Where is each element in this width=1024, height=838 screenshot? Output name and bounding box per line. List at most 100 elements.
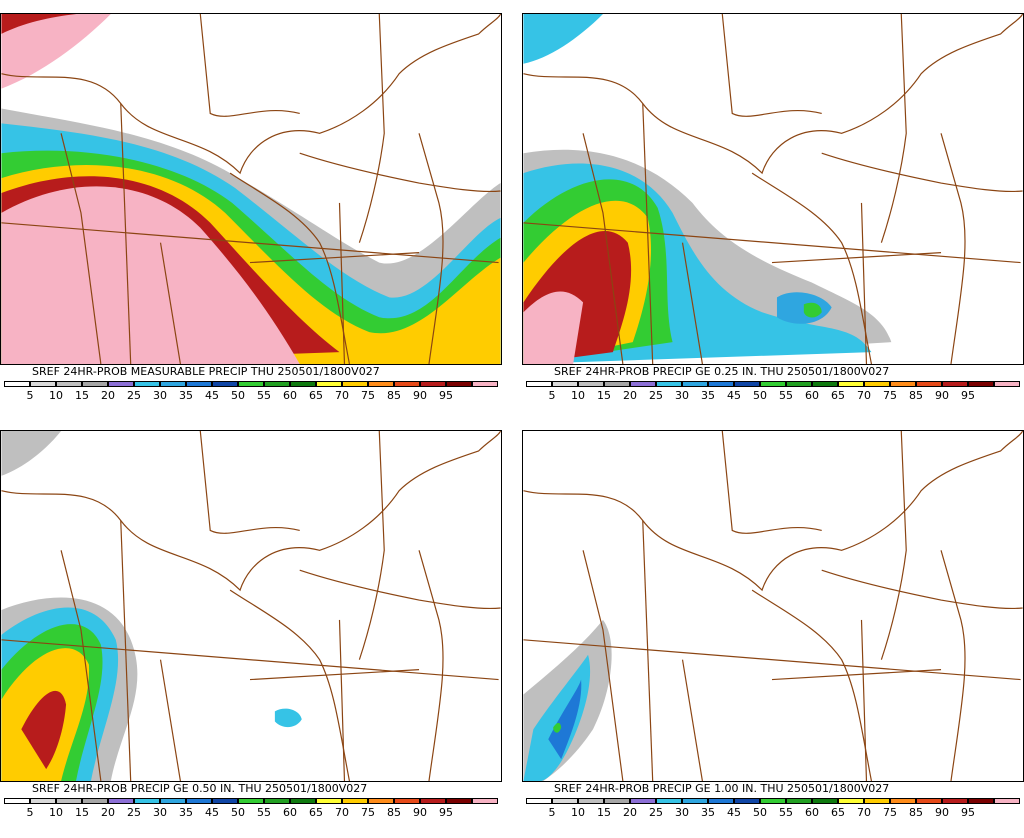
precip-contour-fill: [548, 679, 582, 760]
color-scale-swatch: [734, 798, 760, 804]
political-boundary: [940, 550, 966, 781]
precip-contour-fill: [553, 722, 562, 733]
color-scale-swatch: [212, 798, 238, 804]
map-canvas: [1, 431, 501, 781]
color-scale-swatch: [446, 798, 472, 804]
color-scale-label: 25: [127, 389, 141, 402]
color-scale-swatch: [4, 798, 30, 804]
color-scale-label: 10: [571, 806, 585, 819]
color-scale-label: 45: [727, 806, 741, 819]
political-boundary: [821, 152, 1023, 192]
political-boundary: [199, 431, 300, 534]
color-scale-label: 35: [179, 389, 193, 402]
color-scale-label: 5: [548, 806, 556, 819]
color-scale-swatch: [394, 381, 420, 387]
color-scale-label: 50: [753, 806, 767, 819]
color-scale-label: 5: [26, 389, 34, 402]
color-scale-label: 10: [49, 806, 63, 819]
color-scale-swatch: [238, 381, 264, 387]
color-scale-label: 75: [883, 389, 897, 402]
political-boundary: [771, 252, 942, 264]
political-boundary: [751, 172, 873, 364]
color-scale-label: 70: [335, 389, 349, 402]
color-scale-label: 15: [597, 806, 611, 819]
color-scale-swatch: [368, 798, 394, 804]
political-boundary: [159, 659, 181, 781]
color-scale-swatch: [656, 798, 682, 804]
political-boundary: [582, 550, 624, 781]
color-scale-swatch: [82, 381, 108, 387]
color-scale-swatch: [472, 381, 498, 387]
color-scale-swatch: [212, 381, 238, 387]
precip-probability-map: [522, 430, 1024, 782]
political-boundary: [338, 619, 346, 781]
political-boundary: [681, 242, 703, 364]
color-scale-bar: [4, 798, 498, 804]
color-scale-swatch: [134, 381, 160, 387]
color-scale-label: 75: [361, 806, 375, 819]
color-scale-swatch: [316, 798, 342, 804]
color-scale-label: 85: [387, 389, 401, 402]
precip-contour-fill: [1, 431, 62, 476]
map-canvas: [523, 14, 1023, 364]
color-scale-swatch: [812, 798, 838, 804]
color-scale-swatch: [760, 798, 786, 804]
color-scale-bar: [526, 798, 1020, 804]
color-scale-label: 15: [597, 389, 611, 402]
political-boundary: [860, 202, 868, 364]
political-boundary: [721, 431, 822, 534]
color-scale-swatch: [264, 381, 290, 387]
political-boundary: [299, 569, 501, 609]
political-boundary: [523, 639, 1021, 681]
political-boundary: [249, 252, 420, 264]
color-scale-swatch: [734, 381, 760, 387]
map-title: SREF 24HR-PROB PRECIP GE 0.25 IN. THU 25…: [554, 365, 890, 378]
political-boundary: [120, 103, 132, 364]
color-scale-swatch: [864, 381, 890, 387]
political-boundary: [229, 172, 351, 364]
political-boundary: [249, 669, 420, 681]
color-scale-label: 85: [909, 389, 923, 402]
color-scale-swatch: [812, 381, 838, 387]
color-scale-label: 55: [779, 389, 793, 402]
color-scale-label: 85: [909, 806, 923, 819]
political-boundary: [1, 222, 499, 264]
map-title: SREF 24HR-PROB PRECIP GE 0.50 IN. THU 25…: [32, 782, 368, 795]
color-scale-label: 10: [49, 389, 63, 402]
map-canvas: [1, 14, 501, 364]
color-scale-label: 90: [413, 806, 427, 819]
color-scale-label: 75: [361, 389, 375, 402]
political-boundary: [940, 133, 966, 364]
color-scale-swatch: [760, 381, 786, 387]
color-scale-label: 65: [309, 806, 323, 819]
precip-probability-map: [0, 430, 502, 782]
color-scale-labels: 5 10 15 20 25 30 35 45 50 55 60 65 70 75 85 90 95: [526, 389, 1024, 403]
political-boundary: [880, 431, 907, 660]
color-scale-swatch: [630, 798, 656, 804]
political-boundary: [229, 589, 351, 781]
political-boundary: [582, 133, 624, 364]
color-scale-swatch: [682, 381, 708, 387]
political-boundary: [60, 550, 102, 781]
color-scale-label: 95: [439, 806, 453, 819]
precip-contour-fill: [1, 14, 111, 89]
color-scale-swatch: [916, 798, 942, 804]
political-boundary: [159, 242, 181, 364]
color-scale-swatch: [394, 798, 420, 804]
color-scale-swatch: [420, 798, 446, 804]
political-boundary: [821, 569, 1023, 609]
color-scale-swatch: [290, 381, 316, 387]
color-scale-labels: 5 10 15 20 25 30 35 45 50 55 60 65 70 75 85 90 95: [4, 389, 504, 403]
color-scale-swatch: [786, 798, 812, 804]
precip-contour-fill: [274, 708, 302, 728]
color-scale-swatch: [994, 798, 1020, 804]
color-scale-label: 95: [961, 806, 975, 819]
color-scale-label: 30: [153, 389, 167, 402]
color-scale-label: 35: [179, 806, 193, 819]
map-panel-ge050: SREF 24HR-PROB PRECIP GE 0.50 IN. THU 25…: [0, 430, 502, 838]
color-scale-label: 85: [387, 806, 401, 819]
color-scale-swatch: [420, 381, 446, 387]
color-scale-swatch: [942, 798, 968, 804]
color-scale-label: 25: [649, 806, 663, 819]
political-boundary: [771, 669, 942, 681]
